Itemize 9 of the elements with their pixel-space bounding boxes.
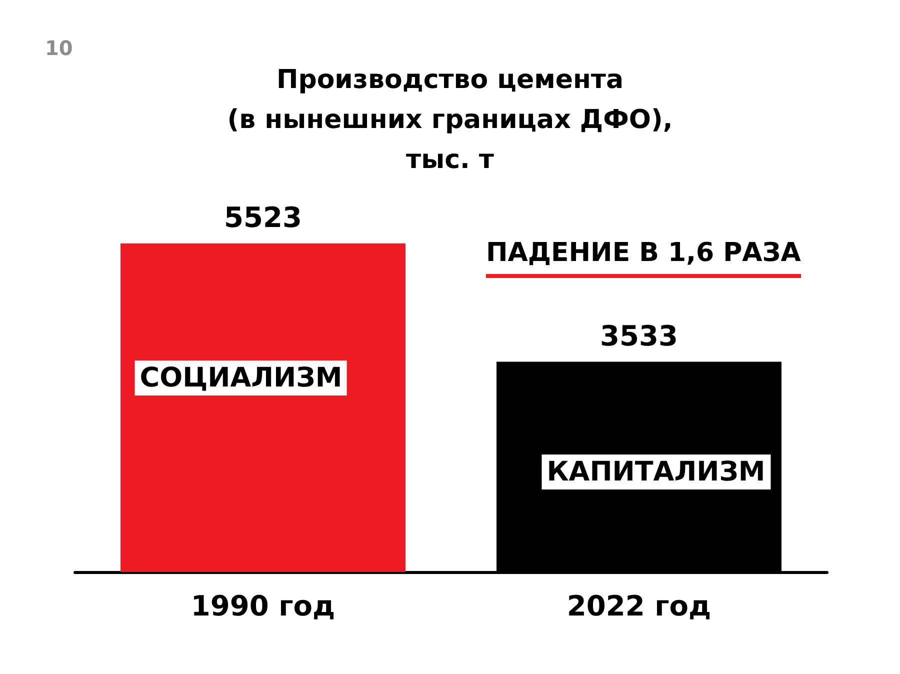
data-label: 3533 [600, 319, 678, 352]
chart-title: Производство цемента (в нынешних границах ДФО), тыс. т [227, 65, 673, 175]
x-tick-label: 2022 год [566, 590, 712, 622]
data-label: 5523 [224, 200, 302, 234]
annotation: КАПИТАЛИЗМ [542, 454, 770, 490]
annotation: СОЦИАЛИЗМ [134, 360, 348, 396]
text: 10 [45, 36, 73, 62]
x-tick-label: 1990 год [190, 590, 336, 622]
annotation: ПАДЕНИЕ В 1,6 РАЗА [486, 238, 801, 278]
